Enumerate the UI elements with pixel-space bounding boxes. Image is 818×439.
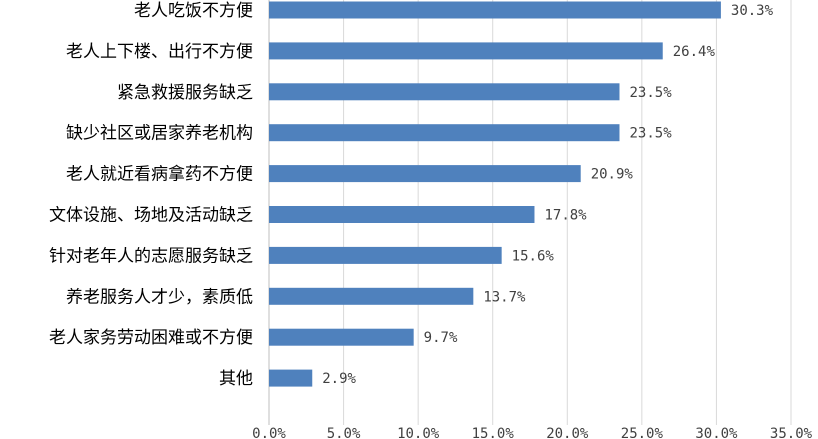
- category-label: 文体设施、场地及活动缺乏: [49, 206, 253, 226]
- bar: [269, 287, 474, 305]
- bar: [269, 328, 414, 346]
- bar: [269, 124, 620, 142]
- category-label: 缺少社区或居家养老机构: [66, 124, 253, 144]
- value-labels: 30.3% 26.4% 23.5% 23.5% 20.9% 17.8% 15.6% 13.7%…: [322, 3, 773, 387]
- bar: [269, 165, 581, 183]
- value-label: 30.3%: [731, 3, 774, 19]
- x-tick-label: 15.0%: [472, 426, 515, 439]
- category-label: 老人家务劳动困难或不方便: [49, 328, 253, 348]
- bars: [269, 1, 721, 387]
- value-label: 23.5%: [629, 126, 672, 142]
- bar: [269, 1, 721, 19]
- category-labels: 老人吃饭不方便老人上下楼、出行不方便紧急救援服务缺乏缺少社区或居家养老机构老人就…: [49, 1, 253, 389]
- category-label: 老人上下楼、出行不方便: [66, 42, 253, 62]
- x-tick-label: 25.0%: [621, 426, 664, 439]
- value-label: 2.9%: [322, 371, 356, 387]
- x-tick-label: 30.0%: [695, 426, 738, 439]
- category-label: 老人吃饭不方便: [134, 1, 253, 21]
- value-label: 17.8%: [544, 208, 587, 224]
- value-label: 26.4%: [673, 44, 716, 60]
- x-tick-label: 0.0%: [252, 426, 286, 439]
- bar: [269, 206, 535, 223]
- x-tick-label: 35.0%: [770, 426, 813, 439]
- value-label: 13.7%: [483, 289, 526, 305]
- bar: [269, 42, 663, 60]
- x-tick-label: 5.0%: [327, 426, 361, 439]
- bar: [269, 83, 620, 101]
- x-axis-tick-labels: 0.0% 5.0% 10.0% 15.0% 20.0% 25.0% 30.0% 35.0%: [252, 426, 812, 439]
- bar: [269, 246, 502, 264]
- category-label: 紧急救援服务缺乏: [117, 83, 253, 103]
- x-tick-label: 10.0%: [397, 426, 440, 439]
- bar: [269, 369, 313, 387]
- category-label: 养老服务人才少，素质低: [66, 287, 253, 307]
- category-label: 老人就近看病拿药不方便: [66, 164, 253, 185]
- value-label: 15.6%: [512, 248, 555, 264]
- value-label: 9.7%: [424, 330, 458, 346]
- value-label: 23.5%: [629, 85, 672, 101]
- category-label: 其他: [219, 369, 253, 389]
- x-tick-label: 20.0%: [546, 426, 589, 439]
- value-label: 20.9%: [591, 167, 634, 183]
- category-label: 针对老年人的志愿服务缺乏: [49, 246, 253, 266]
